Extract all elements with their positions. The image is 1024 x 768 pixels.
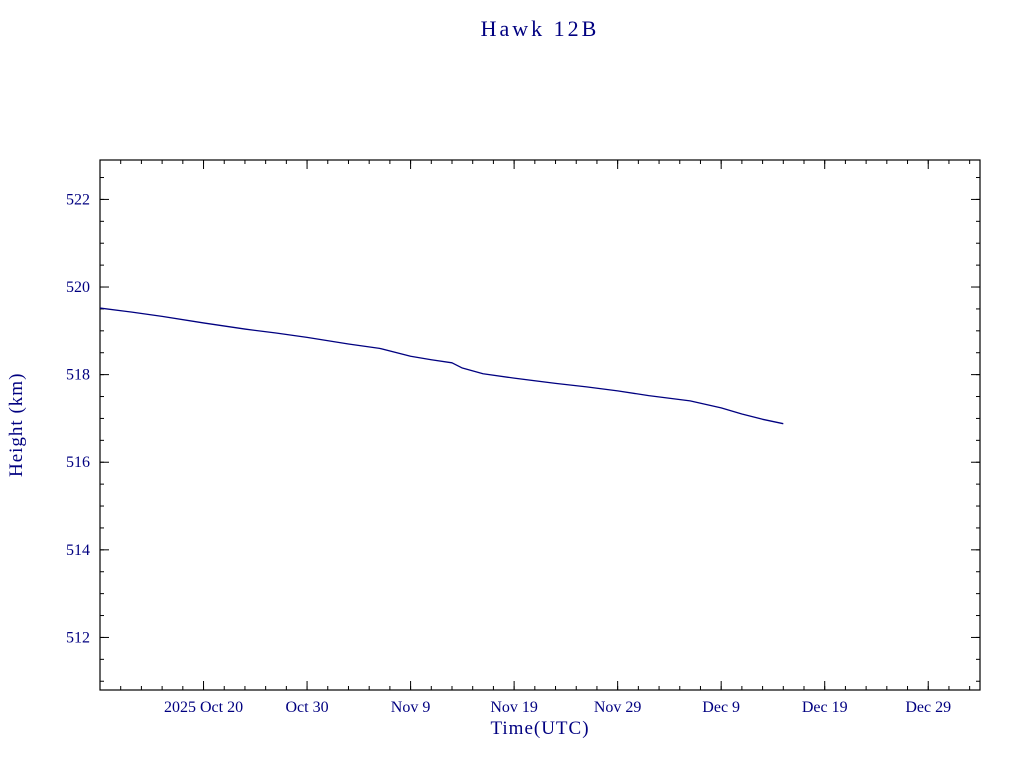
- x-tick-label: Nov 9: [391, 699, 431, 716]
- plot-frame: [99, 159, 981, 691]
- x-tick-label: Oct 30: [286, 699, 329, 716]
- chart-title: Hawk 12B: [480, 16, 600, 41]
- x-tick-label: Dec 19: [802, 699, 848, 716]
- x-tick-label: Nov 29: [594, 699, 642, 716]
- y-tick-label: 514: [66, 542, 90, 559]
- x-tick-label: Dec 29: [905, 699, 951, 716]
- y-tick-label: 522: [66, 191, 90, 208]
- height-series-line: [99, 307, 784, 425]
- x-axis-label: Time(UTC): [490, 718, 590, 739]
- y-tick-label: 518: [66, 367, 90, 384]
- y-tick-label: 520: [66, 279, 90, 296]
- x-tick-label: 2025 Oct 20: [164, 699, 243, 716]
- y-tick-label: 512: [66, 629, 90, 646]
- x-tick-label: Dec 9: [702, 699, 740, 716]
- y-tick-label: 516: [66, 454, 90, 471]
- x-tick-label: Nov 19: [490, 699, 538, 716]
